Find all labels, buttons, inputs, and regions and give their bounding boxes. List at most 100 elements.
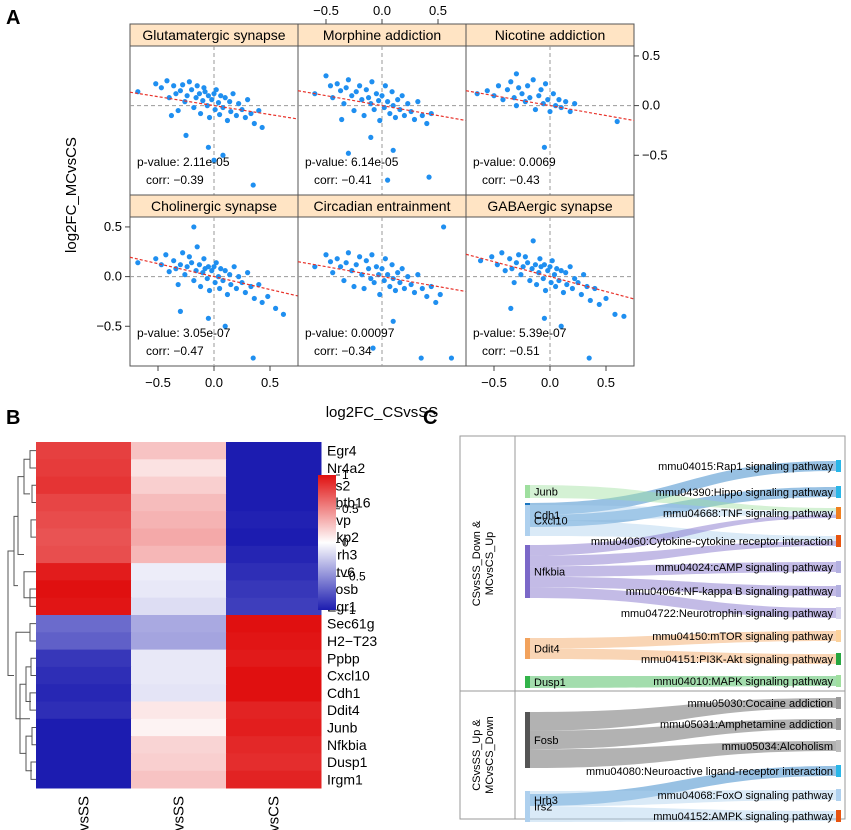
data-point <box>424 120 430 127</box>
dendrogram-branch <box>13 515 18 587</box>
heatmap-cell <box>131 615 227 633</box>
colorbar <box>318 475 336 610</box>
data-point <box>218 266 224 272</box>
facet-title: GABAergic synapse <box>487 198 612 214</box>
pathway-label: mmu04015:Rap1 signaling pathway <box>658 461 833 473</box>
data-point <box>256 281 262 288</box>
data-point <box>401 112 407 119</box>
data-point <box>405 101 411 107</box>
data-point <box>376 98 382 104</box>
sankey-link <box>530 766 836 806</box>
data-point <box>614 118 620 125</box>
facet-title: Glutamatergic synapse <box>142 27 285 43</box>
heatmap-cell <box>131 476 227 495</box>
colorbar-label: −0.5 <box>342 569 366 583</box>
gene-node <box>525 638 530 659</box>
sankey-link <box>530 576 836 596</box>
heatmap-cell <box>36 493 132 512</box>
facet-title: Circadian entrainment <box>314 198 451 214</box>
data-point <box>525 83 531 89</box>
data-point <box>345 77 351 83</box>
data-point <box>536 93 542 99</box>
facet-title: Nicotine addiction <box>495 27 606 43</box>
heatmap-cell <box>226 528 322 547</box>
pathway-node <box>836 507 841 519</box>
data-point <box>182 272 188 278</box>
pathway-node <box>836 740 841 752</box>
data-point <box>392 114 399 121</box>
data-point <box>251 120 257 127</box>
data-point <box>239 279 245 286</box>
data-point <box>239 106 245 113</box>
data-point <box>424 293 430 300</box>
pathway-node <box>836 675 841 687</box>
data-point <box>509 266 515 272</box>
data-point <box>173 91 179 97</box>
data-point <box>551 272 558 278</box>
facet-2: Morphine addiction p-value: 6.14e-05 corr:… <box>297 23 467 196</box>
data-point <box>242 289 248 296</box>
data-point <box>312 264 318 270</box>
data-point <box>280 311 287 317</box>
data-point <box>527 277 533 284</box>
x-tick-label: 0.5 <box>597 375 615 390</box>
data-point <box>227 99 233 105</box>
data-point <box>484 88 490 94</box>
data-point <box>550 91 556 97</box>
data-point <box>387 110 393 117</box>
data-point <box>158 85 164 91</box>
heatmap-cell <box>226 493 322 512</box>
heatmap-cell <box>36 684 132 702</box>
data-point <box>171 258 177 264</box>
data-point <box>519 91 525 97</box>
data-point <box>200 98 206 104</box>
panel-label-c: C <box>423 407 437 429</box>
gene-node <box>525 676 530 688</box>
gene-label: Cxcl10 <box>534 516 568 528</box>
gene-label: Cdh1 <box>534 510 560 522</box>
column-label: MCvsCS <box>266 796 283 830</box>
data-point <box>357 254 363 260</box>
heatmap-cell <box>36 736 132 754</box>
y-axis-label: log2FC_MCvsCS <box>63 137 80 253</box>
gene-label: Nfkbia <box>534 567 566 579</box>
data-point <box>343 85 349 91</box>
data-point <box>408 281 414 288</box>
data-point <box>516 252 522 258</box>
data-point <box>196 262 203 268</box>
heatmap-cell <box>226 511 322 529</box>
data-point <box>251 295 257 302</box>
data-point <box>164 78 170 84</box>
data-point <box>323 73 329 79</box>
column-label: MSvsSS <box>171 796 188 830</box>
data-point <box>428 283 434 290</box>
row-label: Junb <box>327 719 358 735</box>
data-point <box>381 277 387 284</box>
group-label-line: MCvsCS_Down <box>484 716 496 794</box>
data-point <box>390 318 396 324</box>
data-point <box>397 279 403 286</box>
data-point <box>209 97 215 103</box>
data-point <box>389 89 395 95</box>
colorbar-label: 1 <box>342 468 349 482</box>
data-point <box>547 108 553 115</box>
data-point <box>572 101 578 107</box>
data-point <box>230 91 236 97</box>
y-tick-label: 0.5 <box>642 48 660 63</box>
data-point <box>502 268 508 274</box>
data-point <box>382 83 388 89</box>
data-point <box>228 281 234 288</box>
data-point <box>205 315 211 321</box>
pvalue-label: p-value: 0.00097 <box>305 326 395 340</box>
data-point <box>392 287 399 294</box>
data-point <box>175 107 181 114</box>
data-point <box>553 283 559 290</box>
data-point <box>491 93 497 99</box>
data-point <box>428 110 434 117</box>
data-point <box>182 99 188 105</box>
row-label: Ppbp <box>327 650 360 666</box>
pathway-label: mmu05030:Cocaine addiction <box>687 698 833 710</box>
data-point <box>206 114 213 121</box>
data-point <box>530 238 536 244</box>
